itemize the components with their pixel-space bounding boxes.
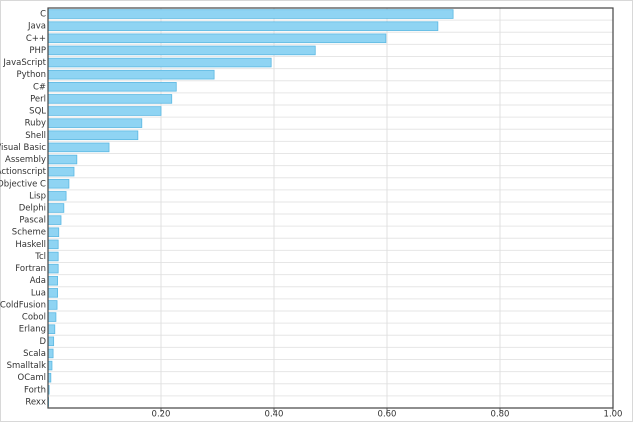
y-tick-label: Objective C [0, 179, 46, 189]
bar [47, 82, 177, 92]
bar [47, 300, 58, 310]
bar [47, 9, 454, 19]
y-tick-label: Tcl [34, 252, 46, 262]
bar [47, 251, 59, 262]
x-tick-label: 1.00 [604, 410, 623, 420]
y-tick-label: Visual Basic [0, 143, 46, 153]
y-tick-label: ColdFusion [0, 300, 46, 310]
y-tick-label: Haskell [15, 240, 46, 250]
bar [47, 94, 173, 104]
bar [47, 215, 62, 225]
x-tick-label: 0.40 [265, 410, 284, 420]
y-tick-label: C++ [26, 34, 46, 44]
bar [47, 239, 59, 250]
y-tick-label: Python [17, 70, 46, 80]
bar [47, 45, 316, 56]
bar [47, 118, 143, 128]
bar [47, 288, 59, 298]
y-tick-label: Perl [30, 94, 46, 104]
bar [47, 348, 54, 359]
bar [47, 178, 70, 189]
y-tick-label: Smalltalk [7, 361, 47, 371]
y-tick-label: D [39, 337, 46, 347]
y-tick-label: Scala [23, 349, 46, 359]
plot-border [47, 7, 614, 409]
y-tick-label: OCaml [18, 373, 46, 383]
bar [47, 324, 56, 334]
x-tick-label: 0.60 [378, 410, 397, 420]
y-tick-label: Ada [30, 276, 46, 286]
bar [47, 312, 57, 322]
y-tick-label: Rexx [25, 397, 46, 407]
y-tick-label: Lua [31, 288, 46, 298]
y-tick-label: Scheme [12, 228, 46, 238]
bar [47, 57, 272, 68]
y-tick-label: Erlang [19, 325, 46, 335]
y-tick-label: C [40, 10, 46, 20]
bar [47, 203, 65, 213]
y-tick-label: SQL [29, 107, 46, 117]
y-tick-label: Pascal [19, 216, 46, 226]
x-tick-label: 0.80 [491, 410, 510, 420]
y-tick-label: JavaScript [2, 58, 46, 68]
y-tick-label: Assembly [5, 155, 46, 165]
bar [47, 191, 67, 201]
y-tick-label: Fortran [15, 264, 46, 274]
y-tick-label: Actionscript [0, 167, 47, 177]
bar [47, 166, 75, 177]
bar [47, 275, 59, 286]
bar [47, 263, 59, 274]
y-tick-label: Shell [25, 131, 46, 141]
y-tick-label: Cobol [22, 313, 46, 323]
y-tick-label: Delphi [19, 204, 46, 214]
bar [47, 154, 78, 165]
bar [47, 21, 439, 31]
y-tick-label: C# [33, 82, 46, 92]
y-tick-label: Ruby [25, 119, 46, 129]
bar [47, 336, 55, 347]
y-tick-label: Lisp [29, 191, 46, 201]
bar [47, 33, 387, 44]
bar [47, 106, 162, 116]
x-tick-label: 0.20 [152, 410, 171, 420]
bar [47, 69, 215, 80]
plot-area [48, 8, 613, 408]
bar [47, 130, 139, 141]
y-tick-label: Forth [24, 385, 46, 395]
bar [47, 142, 110, 153]
y-tick-label: PHP [29, 46, 46, 56]
y-tick-label: Java [27, 22, 46, 32]
bar [47, 227, 60, 238]
